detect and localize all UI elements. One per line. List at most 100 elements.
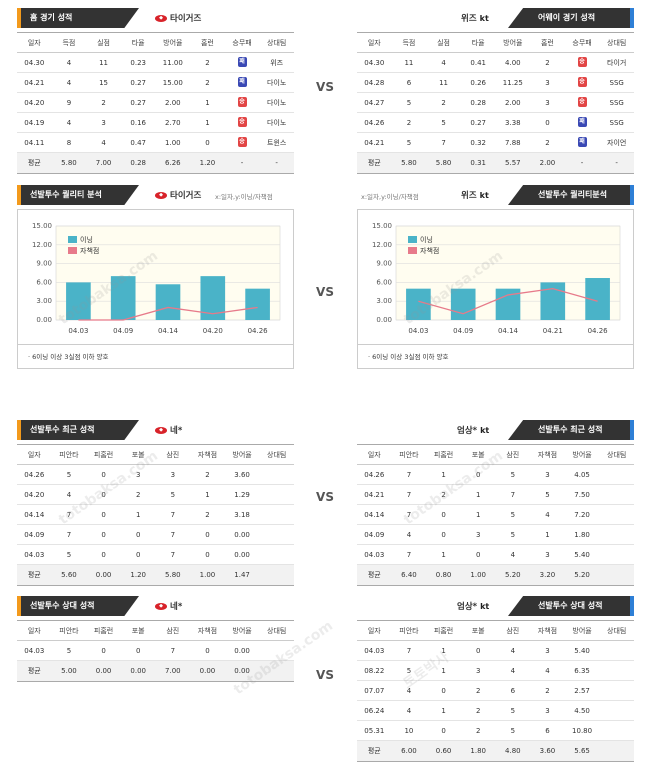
- table-cell: 10.80: [572, 726, 593, 735]
- accent-bar: [17, 596, 21, 616]
- table-cell: -: [240, 159, 244, 167]
- table-cell: 자책점: [537, 626, 558, 635]
- table-row: 04.03 5 0 0 7 0 0.00: [17, 641, 294, 661]
- legend-label: 자책점: [80, 246, 99, 255]
- loss-icon: 승: [577, 76, 587, 87]
- table-cell: 상대팀: [607, 626, 627, 635]
- table-header-row: 일자 득점 실점 타율 방어율 홈런 승무패 상대팀: [357, 33, 634, 53]
- accent-bar: [630, 8, 634, 28]
- table-cell: 7: [170, 510, 176, 519]
- table-cell: 08.22: [364, 666, 385, 675]
- accent-bar: [630, 420, 634, 440]
- table-cell: 일자: [27, 626, 41, 635]
- kt-logo-icon: kt: [479, 190, 489, 200]
- panel-title: 선발투수 최근 성적: [508, 420, 634, 440]
- table-row: 04.19 4 3 0.16 2.70 1 승 다이노: [17, 113, 294, 133]
- pitcher-recent-panel: 엄상* kt 선발투수 최근 성적 일자 피안타 피홈런 포볼 삼진 자책점 방어율 상대팀 04…: [357, 420, 634, 586]
- table-row: 04.28 6 11 0.26 11.25 3 승 SSG: [357, 73, 634, 93]
- table-cell: 일자: [367, 450, 381, 459]
- table-cell: 3: [135, 470, 141, 479]
- y-tick-label: 6.00: [376, 278, 392, 286]
- team-label: ◆ 타이거즈: [155, 12, 201, 24]
- team-label: 엄상* kt: [457, 425, 490, 437]
- table-cell: 04.11: [24, 138, 45, 147]
- table-cell: 평균: [27, 159, 41, 167]
- table-cell: 피홈런: [433, 626, 454, 635]
- table-cell: 상대팀: [607, 38, 627, 47]
- axis-label: x:일자,y:이닝/자책점: [215, 193, 273, 201]
- result-badge: 승: [225, 136, 260, 149]
- table-cell: 4: [545, 510, 550, 519]
- table-cell: 2: [475, 726, 481, 735]
- table-cell: 5: [66, 470, 72, 479]
- team-label: 엄상* kt: [457, 601, 490, 613]
- table-cell: 1: [475, 490, 481, 499]
- x-tick-label: 04.14: [158, 327, 179, 335]
- table-cell: 04.03: [364, 550, 385, 559]
- table-cell: 3: [545, 550, 550, 559]
- panel-title: 선발투수 상대 성적: [17, 596, 139, 616]
- table-cell: 5.20: [574, 571, 590, 579]
- table-cell: 5.40: [574, 550, 590, 559]
- y-tick-label: 3.00: [376, 297, 392, 305]
- table-cell: 04.26: [364, 118, 385, 127]
- table-cell: -: [615, 159, 618, 167]
- table-cell: 04.14: [364, 510, 385, 519]
- table-header-row: 일자 피안타 피홈런 포볼 삼진 자책점 방어율 상대팀: [17, 621, 294, 641]
- table-cell: 04.20: [24, 490, 45, 499]
- legend-label: 이닝: [80, 235, 93, 244]
- table-row: 08.22 5 1 3 4 4 6.35: [357, 661, 634, 681]
- y-tick-label: 15.00: [372, 222, 392, 230]
- table-cell: 평균: [27, 571, 41, 579]
- table-cell: 상대팀: [267, 450, 287, 459]
- table-cell: 1: [441, 470, 446, 479]
- table-cell: 3: [475, 666, 481, 675]
- result-badge: 패: [225, 56, 260, 69]
- table-cell: 피안타: [399, 450, 419, 459]
- table-cell: 0.41: [470, 58, 486, 67]
- table-cell: SSG: [609, 118, 624, 127]
- table-cell: 2: [545, 58, 550, 67]
- table-cell: 6.00: [401, 747, 417, 755]
- table-cell: 득점: [62, 38, 76, 47]
- legend-swatch: [68, 236, 77, 243]
- table-cell: 방어율: [503, 38, 523, 47]
- team-label: 위즈 kt: [461, 190, 489, 202]
- vs-label: VS: [316, 285, 334, 299]
- table-row: 04.26 2 5 0.27 3.38 0 패 SSG: [357, 113, 634, 133]
- table-cell: 다이노: [267, 78, 287, 87]
- table-cell: 5: [441, 118, 446, 127]
- table-cell: 1: [475, 510, 481, 519]
- vs-label: VS: [316, 668, 334, 682]
- table-cell: 홈런: [200, 38, 214, 47]
- table-cell: 피안타: [59, 450, 79, 459]
- table-cell: 0: [441, 530, 446, 539]
- table-cell: 3: [545, 78, 550, 87]
- table-cell: 평균: [367, 571, 381, 579]
- vs-label: VS: [316, 80, 334, 94]
- table-cell: 타율: [471, 38, 485, 47]
- x-tick-label: 04.26: [248, 327, 269, 335]
- legend-label: 자책점: [420, 246, 439, 255]
- table-cell: 6.35: [574, 666, 590, 675]
- table-cell: 1.00: [199, 571, 216, 579]
- kt-logo-icon: kt: [480, 601, 490, 611]
- table-cell: 11: [439, 78, 449, 87]
- kt-logo-icon: kt: [479, 13, 489, 23]
- table-cell: 2: [441, 490, 446, 499]
- table-cell: 0: [441, 686, 446, 695]
- table-cell: 0.00: [234, 667, 250, 675]
- bar: [155, 284, 181, 320]
- legend-swatch: [408, 236, 417, 243]
- panel-title: 선발투수 퀄리티분석: [508, 185, 634, 205]
- accent-bar: [630, 185, 634, 205]
- chart-note: · 6이닝 이상 3실점 이하 양호: [357, 345, 634, 369]
- table-cell: 2: [205, 510, 210, 519]
- table-cell: 자이언: [607, 138, 627, 147]
- table-cell: 0: [135, 646, 141, 655]
- table-average-row: 평균 5.00 0.00 0.00 7.00 0.00 0.00: [17, 661, 294, 681]
- y-tick-label: 9.00: [36, 260, 52, 268]
- y-tick-label: 9.00: [376, 260, 392, 268]
- table-cell: 2: [205, 58, 210, 67]
- quality-chart: 0.00 3.00 6.00 9.00 12.00 15.00 04.03 04.09 04.1…: [17, 209, 294, 345]
